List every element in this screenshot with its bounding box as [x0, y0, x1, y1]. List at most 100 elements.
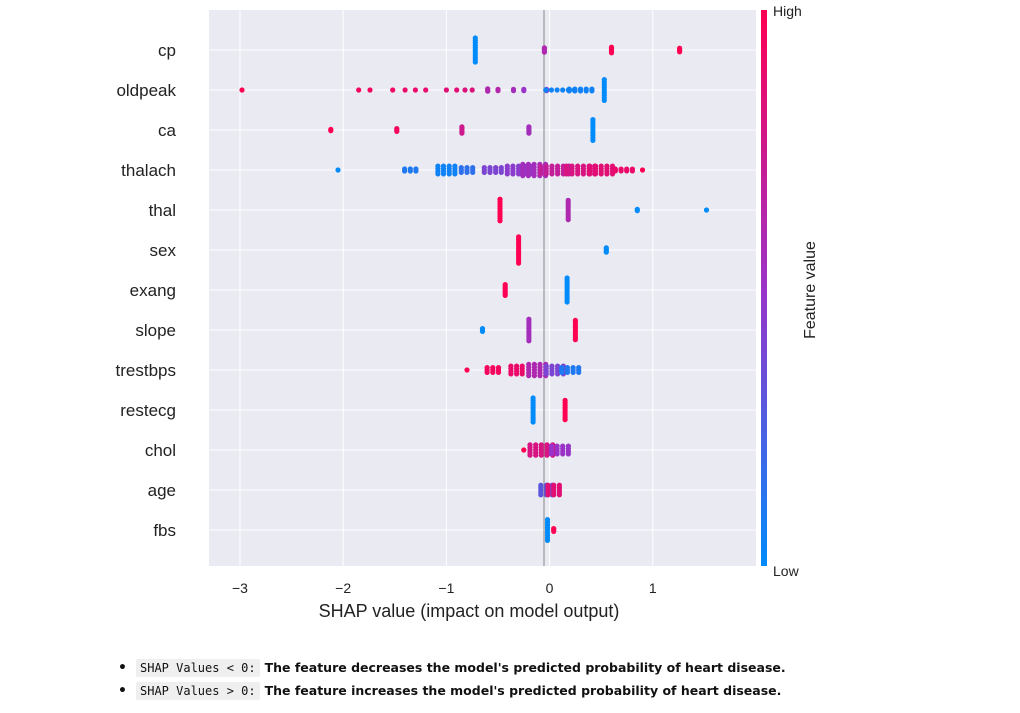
- shap-point-thalach: [598, 171, 604, 177]
- note-item: • SHAP Values < 0: The feature decreases t…: [118, 656, 786, 679]
- shap-point-trestbps: [564, 369, 571, 375]
- shap-point-thalach: [612, 168, 619, 174]
- shap-point-oldpeak: [543, 87, 549, 93]
- shap-point-thalach: [510, 171, 516, 177]
- shap-point-trestbps: [519, 371, 525, 377]
- shap-point-oldpeak: [390, 87, 396, 93]
- x-tick-label: −3: [232, 580, 248, 596]
- plot-area: [209, 10, 756, 566]
- shap-point-ca: [328, 128, 334, 134]
- feature-label-oldpeak: oldpeak: [116, 81, 176, 100]
- x-tick-label: −2: [335, 580, 351, 596]
- shap-point-oldpeak: [577, 88, 584, 94]
- colorbar-low-label: Low: [773, 563, 800, 579]
- shap-point-trestbps: [484, 369, 490, 375]
- shap-point-oldpeak: [521, 88, 527, 94]
- shap-point-restecg: [530, 419, 536, 425]
- shap-point-thalach: [407, 168, 413, 174]
- shap-point-trestbps: [549, 371, 555, 377]
- shap-point-thalach: [618, 168, 624, 174]
- feature-label-ca: ca: [158, 121, 177, 140]
- feature-label-chol: chol: [145, 441, 176, 460]
- shap-point-chol: [521, 447, 527, 453]
- feature-label-thal: thal: [149, 201, 176, 220]
- shap-point-sex: [603, 249, 609, 255]
- shap-point-thalach: [335, 167, 341, 173]
- shap-point-thalach: [624, 168, 630, 174]
- shap-point-thalach: [531, 173, 537, 179]
- shap-point-thalach: [470, 169, 476, 175]
- feature-label-fbs: fbs: [153, 521, 176, 540]
- shap-point-thalach: [639, 167, 646, 173]
- shap-point-thalach: [569, 171, 575, 177]
- shap-point-thalach: [446, 171, 452, 177]
- feature-label-trestbps: trestbps: [116, 361, 176, 380]
- shap-point-ca: [526, 130, 532, 136]
- shap-point-trestbps: [508, 371, 514, 377]
- shap-point-oldpeak: [548, 87, 555, 93]
- shap-point-thalach: [435, 171, 441, 177]
- shap-point-oldpeak: [443, 87, 449, 93]
- shap-point-chol: [544, 452, 550, 458]
- shap-points: [239, 35, 710, 544]
- shap-point-slope: [526, 338, 532, 344]
- shap-point-thalach: [493, 169, 499, 175]
- shap-point-thalach: [458, 169, 464, 175]
- note-code: SHAP Values < 0:: [136, 659, 260, 677]
- bullet-icon: •: [118, 683, 127, 699]
- shap-point-oldpeak: [485, 88, 491, 94]
- feature-label-sex: sex: [150, 241, 177, 260]
- shap-point-thalach: [587, 171, 593, 177]
- shap-point-thalach: [402, 168, 408, 174]
- shap-point-oldpeak: [510, 88, 517, 94]
- shap-point-thalach: [543, 171, 549, 177]
- shap-point-restecg: [562, 417, 568, 423]
- shap-point-thalach: [504, 171, 510, 177]
- x-tick-label: −1: [438, 580, 454, 596]
- shap-point-trestbps: [559, 369, 565, 375]
- shap-point-ca: [590, 137, 596, 143]
- shap-point-oldpeak: [495, 88, 501, 94]
- shap-point-thalach: [413, 168, 419, 174]
- shap-point-sex: [516, 260, 522, 266]
- shap-point-cp: [472, 59, 478, 65]
- shap-point-thalach: [580, 171, 587, 177]
- feature-label-cp: cp: [158, 41, 176, 60]
- shap-point-trestbps: [570, 369, 576, 375]
- shap-point-thalach: [520, 173, 526, 179]
- shap-point-ca: [394, 128, 400, 134]
- shap-point-cp: [541, 49, 548, 55]
- shap-point-trestbps: [576, 369, 582, 375]
- shap-point-oldpeak: [367, 87, 373, 93]
- shap-point-oldpeak: [462, 87, 468, 93]
- shap-point-thalach: [592, 171, 599, 177]
- shap-point-thalach: [452, 171, 458, 177]
- shap-point-thalach: [516, 171, 522, 177]
- shap-point-exang: [502, 292, 508, 298]
- shap-point-oldpeak: [423, 87, 429, 93]
- shap-point-chol: [527, 452, 533, 458]
- shap-point-thal: [497, 218, 503, 224]
- colorbar-high-label: High: [773, 3, 802, 19]
- shap-point-thalach: [555, 171, 561, 177]
- shap-point-trestbps: [537, 373, 543, 379]
- shap-point-exang: [564, 299, 570, 305]
- shap-point-thalach: [481, 169, 487, 175]
- shap-point-trestbps: [526, 373, 532, 379]
- note-code: SHAP Values > 0:: [136, 682, 260, 700]
- colorbar: [761, 10, 767, 566]
- feature-label-age: age: [148, 481, 176, 500]
- shap-point-trestbps: [531, 373, 538, 379]
- shap-point-thalach: [604, 171, 610, 177]
- shap-point-trestbps: [514, 371, 520, 377]
- shap-point-trestbps: [495, 369, 502, 375]
- shap-summary-plot: cp oldpeak ca thalach thal sex exang slope trest…: [116, 3, 819, 621]
- shap-point-oldpeak: [402, 87, 408, 93]
- shap-point-thalach: [549, 171, 555, 177]
- note-text: The feature increases the model's predic…: [264, 683, 782, 698]
- shap-point-chol: [533, 452, 539, 458]
- shap-point-chol: [560, 451, 566, 457]
- shap-point-trestbps: [490, 369, 496, 375]
- shap-point-age: [545, 492, 551, 498]
- shap-point-cp: [608, 50, 615, 56]
